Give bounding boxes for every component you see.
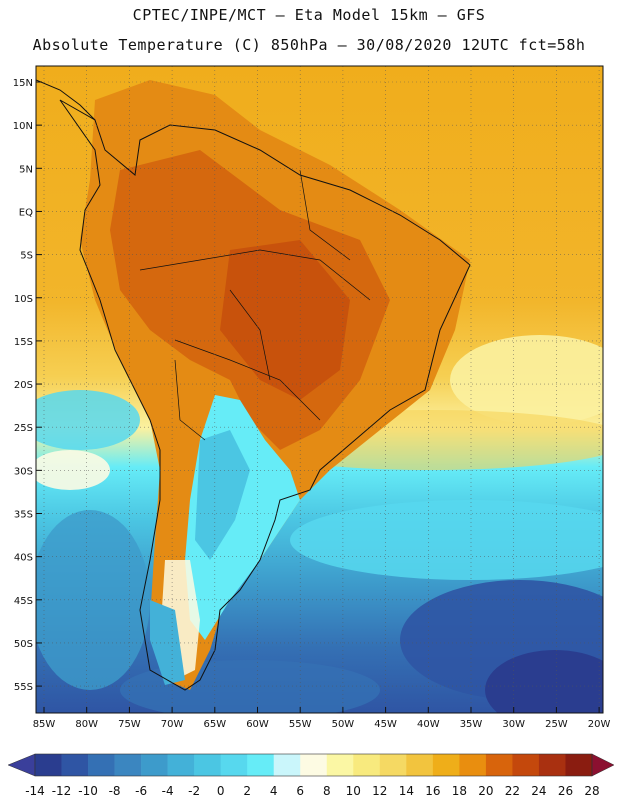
chart-title-line1: CPTEC/INPE/MCT – Eta Model 15km – GFS: [132, 6, 486, 24]
lat-label: 5S: [20, 251, 33, 262]
colorbar-tick-label: 10: [346, 784, 361, 798]
lat-label: 45S: [14, 596, 33, 607]
colorbar-segment: [220, 754, 248, 776]
colorbar-segment: [459, 754, 487, 776]
map-field: [36, 66, 603, 713]
lon-label: 60W: [246, 719, 269, 730]
colorbar-segment: [141, 754, 168, 776]
lat-label: 35S: [14, 510, 33, 521]
colorbar-segment: [379, 754, 407, 776]
lat-label: 55S: [14, 682, 33, 693]
colorbar-segment: [61, 754, 89, 776]
lat-label: 20S: [14, 380, 33, 391]
lon-label: 20W: [588, 719, 611, 730]
colorbar-high-arrow: [591, 753, 615, 777]
colorbar-tick-label: 8: [323, 784, 331, 798]
lon-label: 80W: [75, 719, 98, 730]
lon-label: 35W: [460, 719, 483, 730]
lon-label: 45W: [374, 719, 397, 730]
lat-label: 40S: [14, 553, 33, 564]
colorbar-tick-label: 28: [584, 784, 599, 798]
colorbar-tick-label: -10: [78, 784, 98, 798]
lon-label: 70W: [161, 719, 184, 730]
colorbar-segment: [300, 754, 328, 776]
lon-label: 30W: [502, 719, 525, 730]
lat-label: 10S: [14, 294, 33, 305]
colorbar-segment: [485, 754, 513, 776]
colorbar-segment: [432, 754, 460, 776]
colorbar-tick-label: 18: [452, 784, 467, 798]
lat-label: 5N: [19, 164, 33, 175]
lon-label: 65W: [203, 719, 226, 730]
colorbar-segment: [88, 754, 115, 776]
colorbar-tick-label: -2: [188, 784, 200, 798]
lon-label: 40W: [417, 719, 440, 730]
lon-label: 85W: [33, 719, 56, 730]
colorbar-segment: [35, 754, 62, 776]
colorbar-tick-label: 14: [399, 784, 414, 798]
colorbar-segment: [167, 754, 195, 776]
colorbar-tick-label: -8: [109, 784, 121, 798]
colorbar-tick-label: 26: [558, 784, 573, 798]
colorbar-tick-label: -4: [162, 784, 174, 798]
colorbar-tick-label: -6: [135, 784, 147, 798]
colorbar: -14 -12 -10 -8 -6 -4 -2 0 2 4 6 8 10 12 14 16 18 20 22 24 26…: [7, 753, 615, 798]
map-frame: [35, 65, 604, 714]
colorbar-segment: [512, 754, 540, 776]
colorbar-segment: [114, 754, 142, 776]
lat-label: 15S: [14, 337, 33, 348]
chart-title-line2: Absolute Temperature (C) 850hPa – 30/08/…: [32, 36, 586, 54]
colorbar-tick-label: 24: [531, 784, 546, 798]
colorbar-tick-label: 0: [217, 784, 225, 798]
colorbar-tick-label: 12: [372, 784, 387, 798]
lon-label: 55W: [289, 719, 312, 730]
colorbar-segment: [353, 754, 381, 776]
colorbar-segment: [273, 754, 301, 776]
colorbar-tick-label: 2: [243, 784, 251, 798]
colorbar-tick-label: 4: [270, 784, 278, 798]
lat-label: 30S: [14, 466, 33, 477]
colorbar-segment: [538, 754, 566, 776]
colorbar-tick-label: -14: [25, 784, 45, 798]
colorbar-tick-label: -12: [52, 784, 72, 798]
lon-label: 25W: [545, 719, 568, 730]
lon-label: 50W: [332, 719, 355, 730]
lat-label: 25S: [14, 423, 33, 434]
colorbar-segment: [247, 754, 275, 776]
colorbar-tick-label: 20: [478, 784, 493, 798]
colorbar-segment: [406, 754, 434, 776]
colorbar-low-arrow: [7, 753, 36, 777]
colorbar-tick-label: 6: [296, 784, 304, 798]
colorbar-segment: [565, 754, 593, 776]
lat-label: 10N: [13, 121, 33, 132]
lat-label: 50S: [14, 639, 33, 650]
colorbar-segment: [194, 754, 221, 776]
colorbar-segment: [326, 754, 354, 776]
colorbar-tick-label: 16: [425, 784, 440, 798]
lon-label: 75W: [118, 719, 141, 730]
colorbar-tick-label: 22: [505, 784, 520, 798]
lat-label: EQ: [19, 207, 33, 218]
lat-label: 15N: [13, 78, 33, 89]
